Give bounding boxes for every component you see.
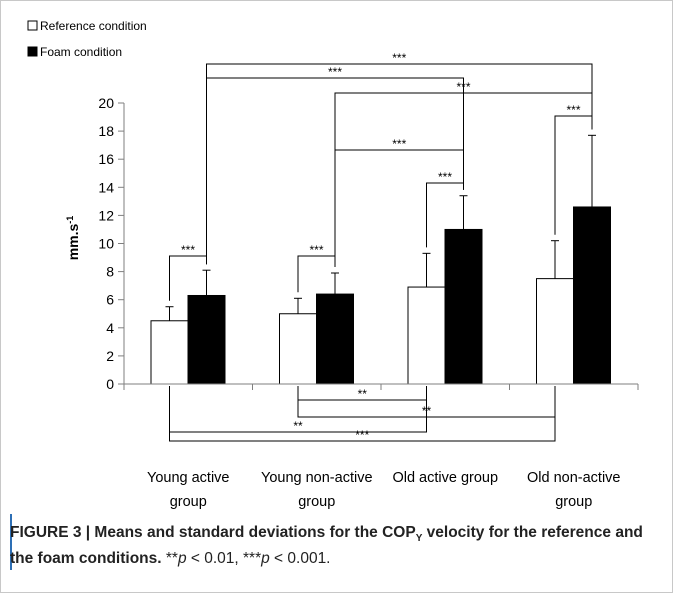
figure-caption: FIGURE 3 | Means and standard deviations… — [10, 523, 660, 569]
sig-below-bracket-3 — [169, 386, 556, 442]
x-tick-label-2-0: Old active group — [392, 470, 498, 486]
bar-3-0 — [536, 278, 574, 385]
y-tick-label-5: 10 — [98, 236, 114, 252]
sig-below-label-3: *** — [355, 428, 369, 442]
caption-divider — [10, 514, 12, 570]
caption-note-1-stars: ** — [161, 550, 178, 568]
y-tick-label-9: 18 — [98, 123, 114, 139]
sig-above-bracket-4 — [334, 149, 464, 268]
caption-label: FIGURE 3 | Means and standard deviations… — [10, 524, 416, 541]
y-axis-title-sup: -1 — [65, 216, 75, 224]
sig-below-label-0: ** — [358, 387, 368, 401]
bar-3-1 — [573, 206, 611, 385]
bars — [150, 206, 611, 385]
sig-above-label-2: *** — [438, 170, 452, 184]
x-tick-label-3-1: group — [555, 494, 592, 510]
y-tick-label-0: 0 — [106, 376, 114, 392]
sig-above-label-1: *** — [309, 243, 323, 257]
y-tick-label-1: 2 — [106, 348, 114, 364]
sig-above-bracket-7 — [206, 63, 593, 265]
significance-brackets-above: *** ********************* — [169, 51, 593, 301]
legend-swatch-1 — [27, 46, 38, 57]
x-tick-label-1-0: Young non-active — [261, 470, 373, 486]
y-axis-title-main: mm.s — [65, 224, 81, 261]
bar-0-1 — [187, 294, 226, 385]
x-tick-label-3-0: Old non-active — [527, 470, 621, 486]
sig-above-label-0: *** — [181, 243, 195, 257]
legend-label-0: Reference condition — [40, 19, 147, 33]
legend-label-1: Foam condition — [40, 45, 122, 59]
x-tick-label-1-1: group — [298, 494, 335, 510]
y-tick-label-10: 20 — [98, 95, 114, 111]
sig-above-label-4: *** — [392, 137, 406, 151]
bar-1-0 — [279, 313, 317, 385]
x-tick-label-0-0: Young active — [147, 470, 230, 486]
caption-note-2-p: p — [261, 550, 270, 568]
y-tick-label-8: 16 — [98, 151, 114, 167]
sig-above-bracket-0 — [169, 255, 207, 301]
x-tick-label-0-1: group — [170, 494, 207, 510]
y-tick-label-3: 6 — [106, 292, 114, 308]
sig-above-label-6: *** — [328, 65, 342, 79]
sig-above-label-3: *** — [566, 103, 580, 117]
caption-subscript: Y — [415, 533, 423, 545]
caption-note-2-value: < 0.001. — [269, 550, 331, 568]
bar-1-1 — [316, 293, 354, 385]
y-tick-label-7: 14 — [98, 179, 114, 195]
y-axis-title: mm.s-1 — [65, 216, 81, 261]
sig-above-label-7: *** — [392, 51, 406, 65]
error-bars — [165, 134, 596, 321]
caption-note-1-value: < 0.01, *** — [186, 550, 262, 568]
legend-swatch-0 — [27, 20, 38, 31]
bar-2-1 — [444, 228, 483, 385]
x-axis — [123, 383, 639, 390]
y-axis: 0 2 4 6 8 10 12 14 16 18 20 — [98, 95, 125, 392]
x-tick-labels: Young active group Young non-active group Ol… — [147, 470, 621, 510]
bar-2-0 — [407, 286, 446, 385]
significance-brackets-below: ********* — [169, 386, 556, 442]
caption-note-1-p: p — [177, 550, 187, 568]
y-tick-label-4: 8 — [106, 264, 114, 280]
legend: Reference condition Foam condition — [27, 19, 147, 59]
sig-above-bracket-1 — [297, 255, 336, 293]
caption-rest: velocity for the reference and the foam … — [10, 524, 643, 568]
y-tick-label-2: 4 — [106, 320, 114, 336]
sig-below-label-2: ** — [293, 419, 303, 433]
bar-0-0 — [150, 320, 189, 385]
y-tick-label-6: 12 — [98, 207, 114, 223]
